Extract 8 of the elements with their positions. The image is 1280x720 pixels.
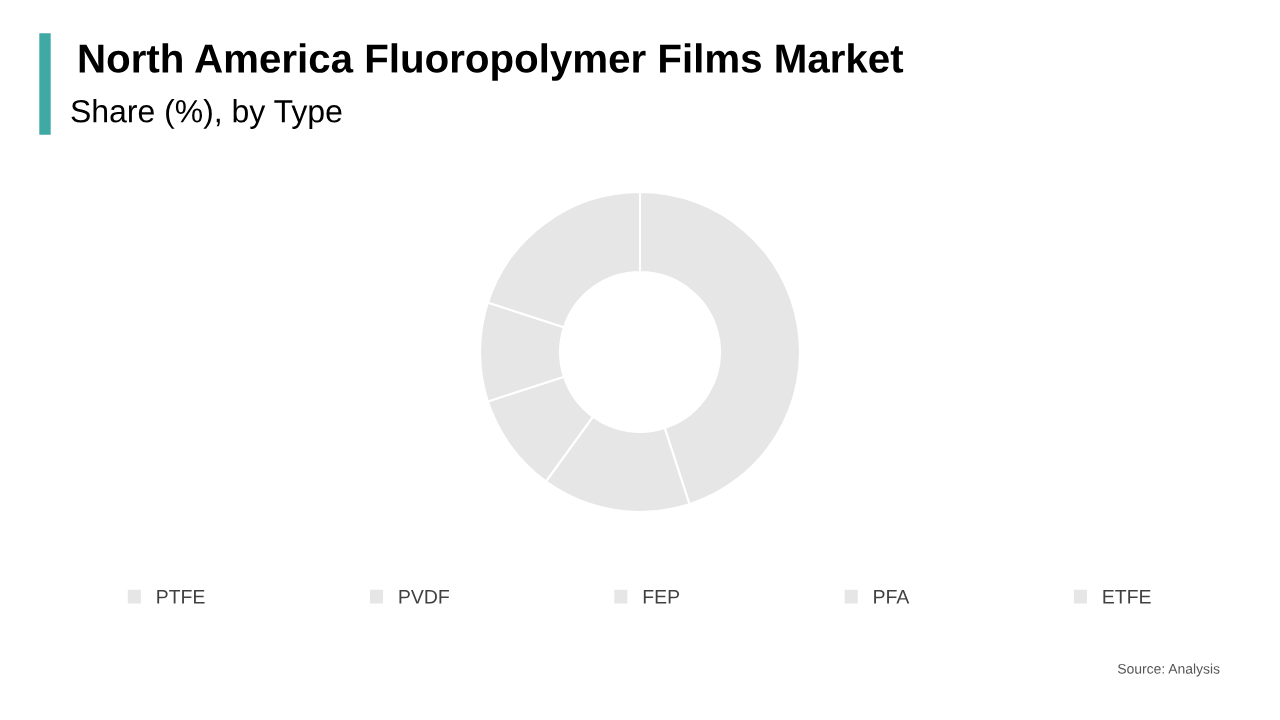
legend-label: FEP [643,590,680,604]
legend-label: PFA [874,590,910,604]
legend-label: ETFE [1103,590,1151,604]
source-note: Source: Analysis [1117,663,1220,677]
chart-subtitle: Share (%), by Type [71,99,342,129]
legend-label: PVDF [399,590,449,604]
legend-label: PTFE [157,590,205,604]
chart-title: North America Fluoropolymer Films Market [79,43,904,81]
